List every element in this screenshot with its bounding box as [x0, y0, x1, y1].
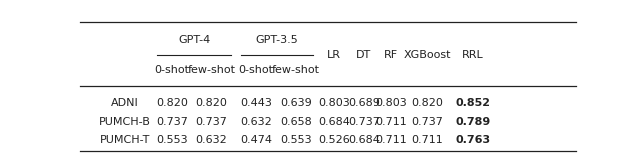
Text: 0.789: 0.789 [455, 117, 490, 127]
Text: 0.711: 0.711 [375, 135, 407, 145]
Text: few-shot: few-shot [188, 65, 236, 75]
Text: 0.632: 0.632 [196, 135, 227, 145]
Text: XGBoost: XGBoost [403, 50, 451, 60]
Text: 0.711: 0.711 [375, 117, 407, 127]
Text: 0.803: 0.803 [375, 98, 407, 108]
Text: 0.689: 0.689 [348, 98, 380, 108]
Text: 0.820: 0.820 [156, 98, 188, 108]
Text: 0.632: 0.632 [240, 117, 272, 127]
Text: 0.684: 0.684 [318, 117, 350, 127]
Text: ADNI: ADNI [111, 98, 138, 108]
Text: 0.852: 0.852 [455, 98, 490, 108]
Text: 0.803: 0.803 [318, 98, 350, 108]
Text: LR: LR [327, 50, 341, 60]
Text: PUMCH-B: PUMCH-B [99, 117, 150, 127]
Text: 0.737: 0.737 [412, 117, 443, 127]
Text: RRL: RRL [462, 50, 484, 60]
Text: 0.737: 0.737 [156, 117, 188, 127]
Text: 0.443: 0.443 [240, 98, 272, 108]
Text: 0.658: 0.658 [280, 117, 312, 127]
Text: 0.553: 0.553 [156, 135, 188, 145]
Text: 0.639: 0.639 [280, 98, 312, 108]
Text: 0.526: 0.526 [318, 135, 350, 145]
Text: 0.684: 0.684 [348, 135, 380, 145]
Text: 0.820: 0.820 [195, 98, 227, 108]
Text: RF: RF [384, 50, 398, 60]
Text: 0.474: 0.474 [240, 135, 272, 145]
Text: 0.820: 0.820 [412, 98, 443, 108]
Text: DT: DT [356, 50, 371, 60]
Text: 0.711: 0.711 [412, 135, 443, 145]
Text: few-shot: few-shot [272, 65, 320, 75]
Text: PUMCH-T: PUMCH-T [99, 135, 150, 145]
Text: 0.737: 0.737 [348, 117, 380, 127]
Text: 0.737: 0.737 [195, 117, 227, 127]
Text: 0.553: 0.553 [280, 135, 312, 145]
Text: 0.763: 0.763 [455, 135, 490, 145]
Text: GPT-3.5: GPT-3.5 [256, 35, 298, 45]
Text: 0-shot: 0-shot [154, 65, 189, 75]
Text: GPT-4: GPT-4 [178, 35, 210, 45]
Text: 0-shot: 0-shot [239, 65, 273, 75]
